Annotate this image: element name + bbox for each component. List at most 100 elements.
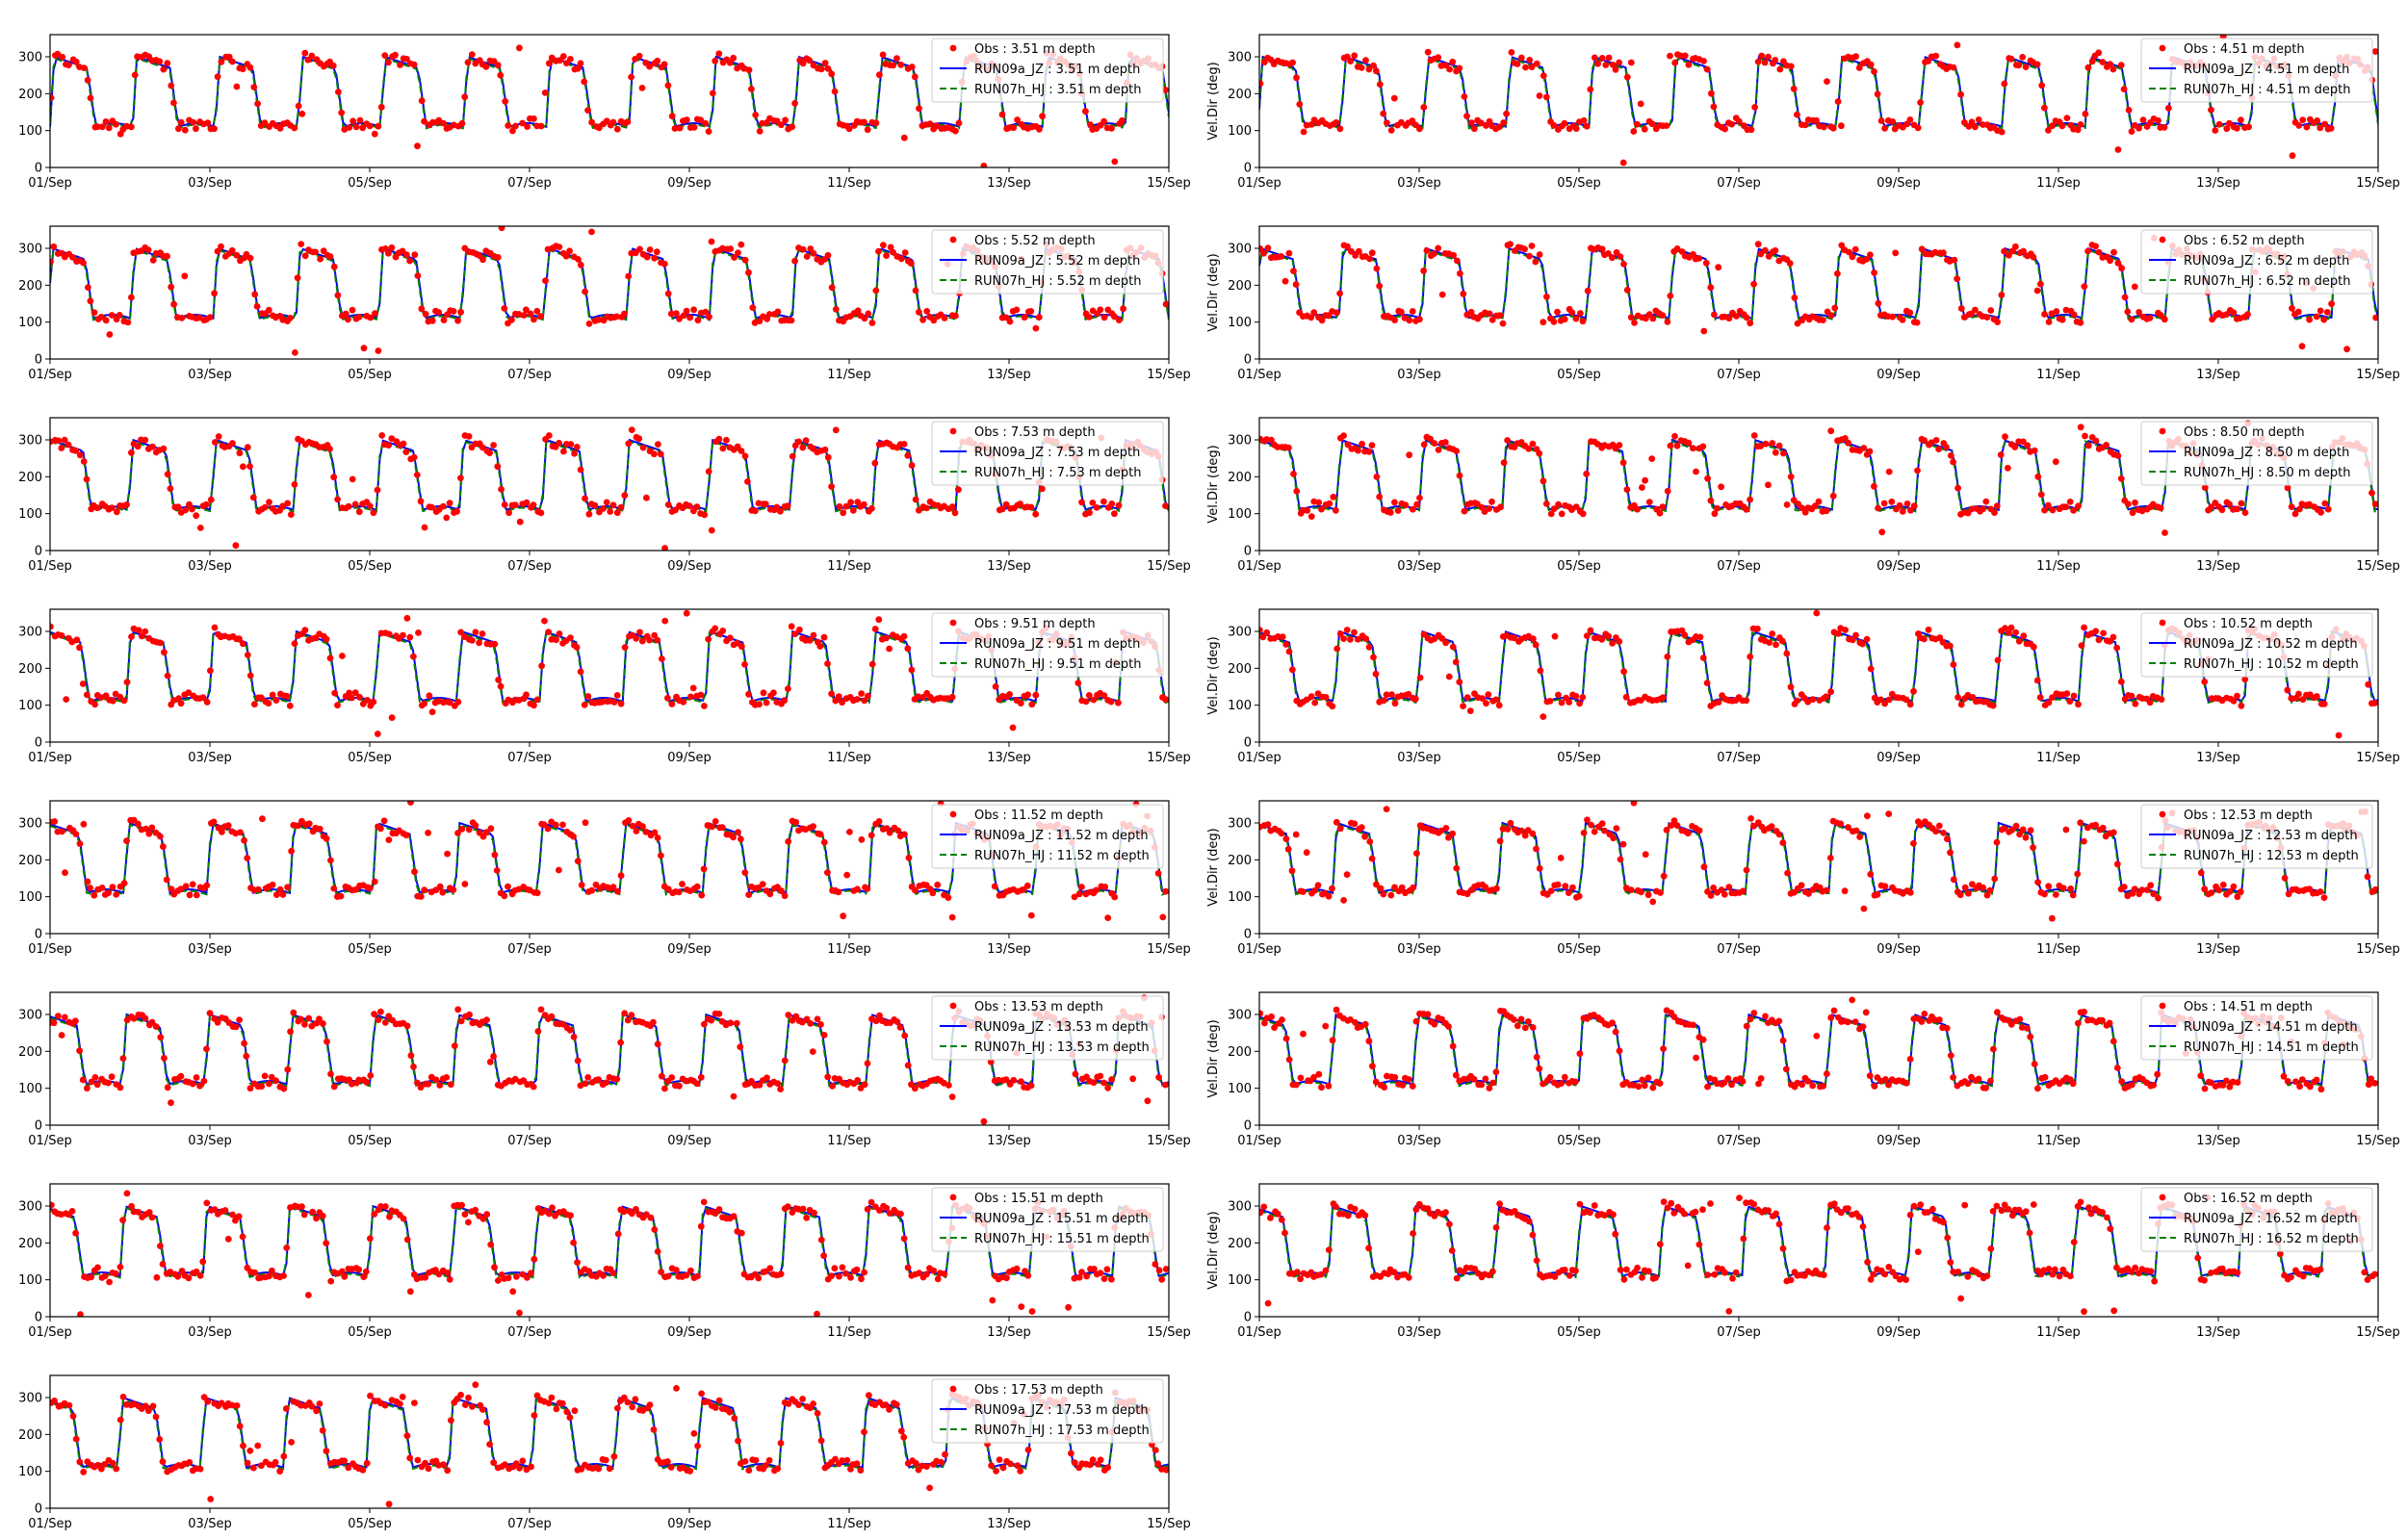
obs-point <box>83 475 91 483</box>
legend-label: RUN09a_JZ : 12.53 m depth <box>2184 829 2358 843</box>
obs-point <box>417 893 425 900</box>
obs-point <box>1617 1267 1624 1273</box>
obs-point <box>128 633 135 640</box>
obs-point <box>1765 252 1773 260</box>
obs-point <box>50 258 54 266</box>
obs-point <box>2049 914 2056 922</box>
obs-point <box>642 828 650 835</box>
obs-point <box>1078 1269 1085 1275</box>
obs-point <box>871 626 879 632</box>
obs-point <box>142 436 149 444</box>
y-tick-label: 200 <box>1228 854 1252 868</box>
obs-point <box>1479 695 1486 702</box>
legend-label: Obs : 13.53 m depth <box>974 1000 1103 1014</box>
axes-frame <box>1258 417 2379 552</box>
obs-point <box>574 64 582 72</box>
obs-point <box>144 1407 152 1415</box>
obs-point <box>502 97 509 105</box>
obs-point <box>1980 505 1987 513</box>
x-tick-label: 03/Sep <box>188 368 231 382</box>
legend-box <box>2140 38 2373 103</box>
obs-point <box>1704 1271 1711 1278</box>
obs-point <box>80 820 88 828</box>
obs-point <box>1580 116 1588 124</box>
obs-point <box>1507 241 1514 248</box>
obs-point <box>98 123 106 131</box>
series-run07h-line <box>50 440 1169 513</box>
obs-point <box>1329 703 1336 710</box>
obs-point <box>435 309 443 316</box>
obs-point <box>1453 1274 1461 1282</box>
obs-point <box>1755 1080 1762 1088</box>
obs-point <box>224 822 232 829</box>
obs-point <box>1486 505 1492 512</box>
obs-point <box>339 653 346 659</box>
obs-point <box>2155 894 2161 902</box>
obs-point <box>254 1442 262 1450</box>
obs-point <box>1446 1220 1453 1228</box>
obs-point <box>2099 1209 2107 1216</box>
x-tick-label: 03/Sep <box>188 942 231 957</box>
obs-point <box>2077 424 2084 431</box>
obs-point <box>1824 1070 1830 1077</box>
obs-point <box>106 331 114 338</box>
obs-point <box>50 623 54 630</box>
obs-point <box>229 440 236 447</box>
obs-point <box>2109 829 2117 836</box>
obs-point <box>1542 93 1550 101</box>
obs-point <box>1776 65 1784 73</box>
obs-point <box>349 475 356 483</box>
obs-point <box>2146 315 2154 321</box>
legend-label: RUN07h_HJ : 8.50 m depth <box>2184 466 2351 480</box>
obs-point <box>320 1020 326 1027</box>
obs-point <box>1565 889 1572 896</box>
obs-point <box>371 878 378 886</box>
obs-point <box>116 1416 124 1424</box>
obs-point <box>193 125 199 133</box>
obs-point <box>1656 509 1664 517</box>
obs-point <box>123 501 131 508</box>
obs-point <box>418 305 426 313</box>
y-tick-label: 0 <box>1244 928 1252 942</box>
obs-point <box>1409 308 1416 315</box>
obs-point <box>1641 125 1648 133</box>
obs-point <box>2052 891 2059 898</box>
obs-point <box>2041 311 2048 318</box>
y-tick-label: 100 <box>18 1082 42 1096</box>
obs-point <box>610 699 618 706</box>
legend-obs-marker <box>949 810 957 818</box>
legend-label: RUN09a_JZ : 7.53 m depth <box>974 446 1140 460</box>
obs-point <box>847 1273 854 1281</box>
obs-point <box>1412 1206 1420 1213</box>
obs-point <box>2002 625 2009 632</box>
obs-point <box>2030 1201 2037 1208</box>
obs-point <box>1693 1054 1699 1062</box>
obs-point <box>2288 695 2295 702</box>
obs-point <box>577 60 584 67</box>
obs-point <box>305 1292 312 1298</box>
y-tick-label: 200 <box>18 854 42 868</box>
obs-point <box>1010 1076 1018 1084</box>
obs-point <box>403 1236 411 1244</box>
obs-point <box>556 866 562 874</box>
obs-point <box>765 311 773 318</box>
obs-point <box>1027 503 1035 511</box>
obs-point <box>206 1010 214 1016</box>
obs-point <box>2368 489 2375 497</box>
obs-point <box>1954 484 1961 492</box>
obs-point <box>1268 436 1275 444</box>
obs-point <box>123 837 130 844</box>
obs-point <box>377 825 384 833</box>
obs-point <box>497 682 505 690</box>
obs-point <box>1368 249 1376 257</box>
legend-label: RUN09a_JZ : 10.52 m depth <box>2184 637 2358 652</box>
series-obs-points <box>50 1190 1169 1317</box>
obs-point <box>1620 1276 1628 1283</box>
obs-point <box>1330 493 1337 500</box>
obs-point <box>1707 497 1715 504</box>
obs-point <box>1685 439 1693 447</box>
obs-point <box>1649 315 1657 322</box>
obs-point <box>2069 891 2077 899</box>
obs-point <box>664 694 671 702</box>
obs-point <box>422 311 429 318</box>
